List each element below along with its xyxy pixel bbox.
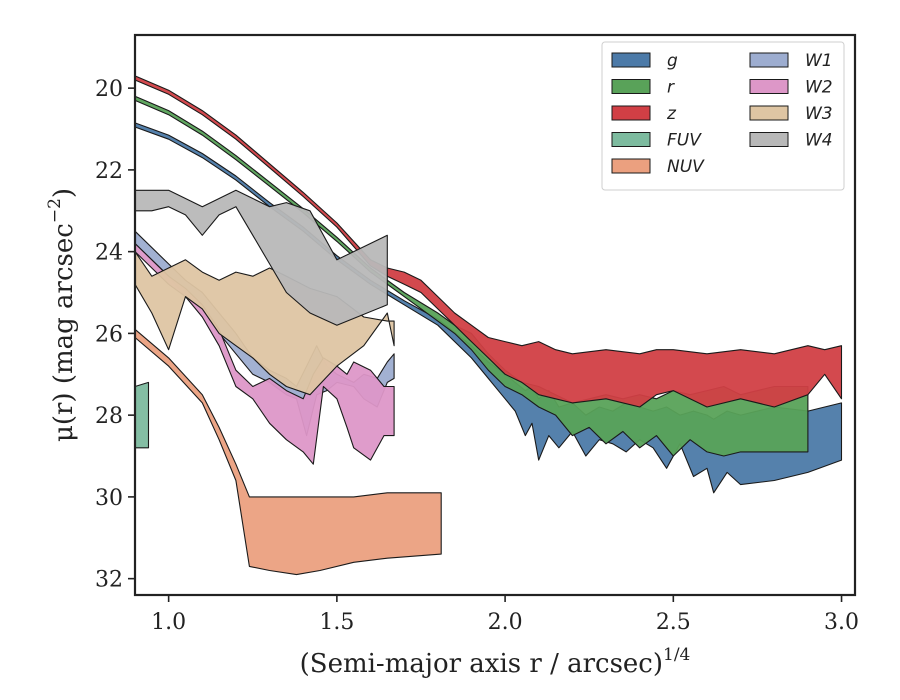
legend-label-w4: W4 <box>805 131 833 151</box>
band-fuv <box>134 381 150 449</box>
band-w3 <box>134 251 395 396</box>
legend-swatch-r <box>611 79 651 94</box>
legend-label-z: z <box>666 104 677 124</box>
x-tick-label: 1.5 <box>319 610 354 635</box>
legend-swatch-w1 <box>749 52 789 68</box>
band-z <box>134 75 843 408</box>
y-tick-label: 28 <box>95 404 123 429</box>
legend-label-g: g <box>667 51 678 71</box>
legend-swatch-g <box>611 52 651 68</box>
legend-label-w2: W2 <box>805 78 833 98</box>
legend-label-r: r <box>667 78 675 98</box>
legend: grz FUV NUV W1 W2 W3 W4 <box>601 41 845 191</box>
y-tick-label: 20 <box>95 77 123 102</box>
x-axis-label: (Semi-major axis r / arcsec)1/4 <box>300 645 691 679</box>
band-w4 <box>134 189 388 326</box>
legend-label-fuv: FUV <box>667 131 702 151</box>
y-tick-label: 30 <box>95 486 123 511</box>
legend-swatch-z <box>611 105 651 121</box>
y-tick-label: 26 <box>95 322 123 347</box>
legend-swatch-w4 <box>749 132 789 147</box>
y-axis: 20 22 24 26 28 30 32 <box>95 77 135 593</box>
band-w2 <box>134 242 395 465</box>
y-tick-label: 32 <box>95 568 123 593</box>
legend-swatch-w2 <box>749 79 789 94</box>
x-tick-label: 1.0 <box>151 610 186 635</box>
legend-label-w3: W3 <box>805 104 833 124</box>
legend-swatch-fuv <box>611 132 651 147</box>
legend-swatch-nuv <box>611 158 651 174</box>
y-tick-label: 22 <box>95 159 123 184</box>
y-tick-label: 24 <box>95 241 123 266</box>
plot-frame <box>133 33 857 597</box>
x-axis: 1.0 1.5 2.0 2.5 3.0 <box>151 595 859 635</box>
x-tick-label: 2.0 <box>488 610 523 635</box>
legend-label-nuv: NUV <box>667 157 705 177</box>
legend-swatch-w3 <box>749 105 789 121</box>
x-tick-label: 3.0 <box>824 610 859 635</box>
band-nuv <box>134 328 442 576</box>
x-tick-label: 2.5 <box>656 610 691 635</box>
plot-bands <box>134 75 843 576</box>
legend-label-w1: W1 <box>805 51 833 71</box>
y-axis-label: μ(r) (mag arcsec−2) <box>45 188 79 442</box>
